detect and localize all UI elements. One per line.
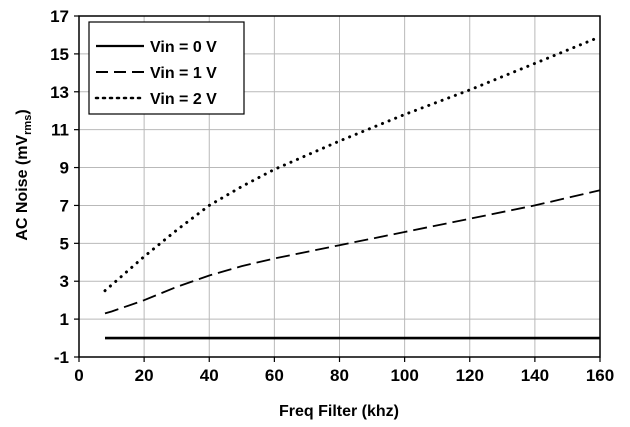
series-line-vin-2-v (103, 35, 602, 293)
y-tick-label: 11 (51, 121, 69, 140)
x-tick-label: 100 (390, 366, 418, 385)
x-tick-label: 40 (200, 366, 219, 385)
y-tick-label: 9 (60, 159, 69, 178)
x-axis-ticks: 0 20 40 60 80 100 120 140 160 (74, 357, 614, 385)
y-tick-label: 13 (50, 83, 69, 102)
x-tick-label: 20 (135, 366, 154, 385)
legend: Vin = 0 V Vin = 1 V Vin = 2 V (88, 21, 245, 115)
y-tick-label: 1 (60, 310, 69, 329)
legend-box (88, 21, 245, 115)
y-tick-label: 3 (60, 272, 69, 291)
y-tick-label: 15 (50, 45, 69, 64)
legend-label-vin-0: Vin = 0 V (150, 39, 217, 56)
legend-label-vin-2: Vin = 2 V (150, 91, 217, 108)
x-tick-label: 80 (330, 366, 349, 385)
x-axis-title: Freq Filter (khz) (279, 403, 399, 420)
x-tick-label: 60 (265, 366, 284, 385)
y-tick-label: 17 (50, 7, 69, 26)
y-axis-title: AC Noise (mVrms) (14, 109, 34, 240)
series-layer (103, 35, 602, 340)
x-tick-label: 140 (521, 366, 549, 385)
legend-label-vin-1: Vin = 1 V (150, 65, 217, 82)
x-tick-label: 0 (74, 366, 83, 385)
x-tick-label: 160 (586, 366, 614, 385)
y-axis-title-subscript: rms (22, 115, 34, 135)
series-line-vin-1-v (104, 189, 601, 315)
x-tick-label: 120 (456, 366, 484, 385)
y-tick-label: -1 (54, 348, 69, 367)
y-tick-label: 5 (60, 234, 69, 253)
y-axis-title-close: ) (14, 109, 31, 114)
y-axis-title-main: AC Noise (mV (14, 135, 31, 241)
y-tick-label: 7 (60, 196, 69, 215)
